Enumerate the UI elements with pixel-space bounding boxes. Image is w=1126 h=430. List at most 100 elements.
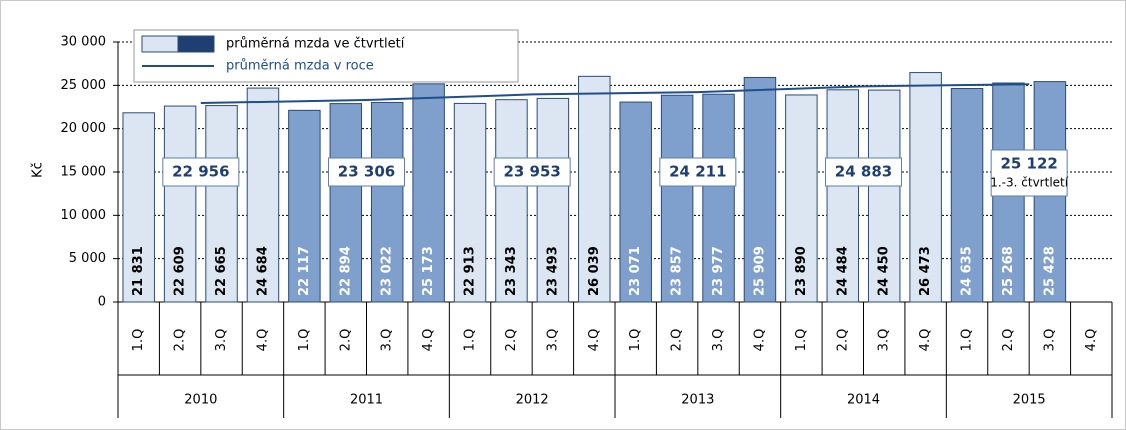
bar — [743, 76, 777, 303]
x-tick-label: 2.Q — [173, 329, 188, 352]
y-tick-label: 10 000 — [61, 208, 107, 223]
x-tick-label: 3.Q — [711, 329, 726, 352]
annual-label-box — [990, 149, 1068, 197]
bar — [619, 101, 652, 303]
legend-label: průměrná mzda v roce — [226, 59, 374, 74]
value-label: 23 022 — [380, 246, 395, 296]
x-tick-label: 1.Q — [297, 329, 312, 352]
x-tick-label: 4.Q — [587, 329, 602, 352]
value-label: 21 831 — [131, 246, 146, 296]
x-tick-label: 3.Q — [877, 329, 892, 352]
x-tick-label: 2.Q — [338, 329, 353, 352]
bar — [785, 94, 818, 303]
value-label: 22 665 — [214, 246, 229, 296]
x-tick-label: 2.Q — [835, 329, 850, 352]
annual-line — [200, 83, 1030, 105]
x-tick-label: 3.Q — [214, 329, 229, 352]
bar — [246, 87, 280, 303]
annual-label: 24 883 — [835, 163, 892, 181]
year-label: 2013 — [681, 393, 714, 408]
bar — [453, 102, 487, 303]
bar — [660, 94, 694, 303]
x-tick-label: 1.Q — [463, 329, 478, 352]
value-label: 23 493 — [545, 246, 560, 296]
bar — [950, 87, 984, 303]
bar — [288, 109, 321, 303]
value-label: 22 117 — [297, 246, 312, 296]
x-tick-label: 4.Q — [421, 329, 436, 352]
bar — [163, 105, 197, 303]
legend-swatch — [177, 35, 215, 53]
value-label: 26 039 — [587, 246, 602, 296]
value-label: 23 071 — [628, 246, 643, 296]
y-tick-label: 20 000 — [61, 121, 107, 136]
year-label: 2012 — [516, 393, 549, 408]
value-label: 22 894 — [338, 246, 353, 296]
bar — [329, 103, 363, 303]
x-tick-label: 2.Q — [1001, 329, 1016, 352]
year-label: 2014 — [847, 393, 880, 408]
legend-label: průměrná mzda ve čtvrtletí — [226, 37, 405, 52]
value-label: 24 484 — [835, 246, 850, 296]
y-tick-label: 5 000 — [69, 251, 106, 266]
x-tick-label: 1.Q — [131, 329, 146, 352]
bar — [702, 93, 735, 303]
value-label: 25 173 — [421, 246, 436, 296]
x-tick-label: 2.Q — [504, 329, 519, 352]
value-label: 23 890 — [794, 246, 809, 296]
annual-label-box — [825, 157, 902, 187]
x-tick-label: 2.Q — [670, 329, 685, 352]
y-tick-label: 25 000 — [61, 78, 107, 93]
value-label: 23 977 — [711, 246, 726, 296]
annual-label: 22 956 — [172, 163, 229, 181]
year-label: 2011 — [350, 393, 383, 408]
y-axis-label: Kč — [31, 162, 46, 178]
value-label: 26 473 — [918, 246, 933, 296]
value-label: 24 684 — [255, 246, 270, 296]
annual-label-box — [328, 157, 405, 187]
bar — [122, 112, 155, 303]
annual-label: 24 211 — [669, 163, 726, 181]
annual-label: 23 306 — [338, 163, 395, 181]
annual-label: 23 953 — [503, 163, 560, 181]
bar — [909, 72, 942, 303]
bar — [536, 97, 570, 303]
value-label: 23 343 — [504, 246, 519, 296]
x-tick-label: 3.Q — [380, 329, 395, 352]
value-label: 25 428 — [1042, 246, 1057, 296]
value-label: 23 857 — [670, 246, 685, 296]
value-label: 24 635 — [960, 246, 975, 296]
year-label: 2010 — [184, 393, 217, 408]
value-label: 22 913 — [463, 246, 478, 296]
annotation: 1.-3. čtvrtletí — [990, 176, 1069, 190]
value-label: 25 909 — [752, 246, 767, 296]
value-label: 25 268 — [1001, 246, 1016, 296]
y-tick-label: 0 — [98, 295, 106, 310]
x-tick-label: 4.Q — [1084, 329, 1099, 352]
y-tick-label: 30 000 — [61, 35, 107, 50]
x-tick-label: 4.Q — [255, 329, 270, 352]
x-tick-label: 4.Q — [752, 329, 767, 352]
value-label: 24 450 — [877, 246, 892, 296]
value-label: 22 609 — [173, 246, 188, 296]
bar — [578, 75, 611, 303]
bar — [867, 89, 901, 303]
x-tick-label: 1.Q — [628, 329, 643, 352]
bar — [495, 99, 528, 303]
year-label: 2015 — [1013, 393, 1046, 408]
x-tick-label: 4.Q — [918, 329, 933, 352]
x-tick-label: 1.Q — [960, 329, 975, 352]
y-tick-label: 15 000 — [61, 165, 107, 180]
bar — [370, 101, 404, 303]
x-tick-label: 1.Q — [794, 329, 809, 352]
annual-label: 25 122 — [1000, 155, 1057, 173]
bar — [205, 105, 238, 303]
bar — [412, 83, 445, 303]
annual-label-box — [493, 157, 571, 187]
legend-swatch — [141, 35, 179, 53]
annual-label-box — [162, 157, 240, 187]
x-tick-label: 3.Q — [545, 329, 560, 352]
annual-label-box — [659, 157, 737, 187]
x-tick-label: 3.Q — [1042, 329, 1057, 352]
